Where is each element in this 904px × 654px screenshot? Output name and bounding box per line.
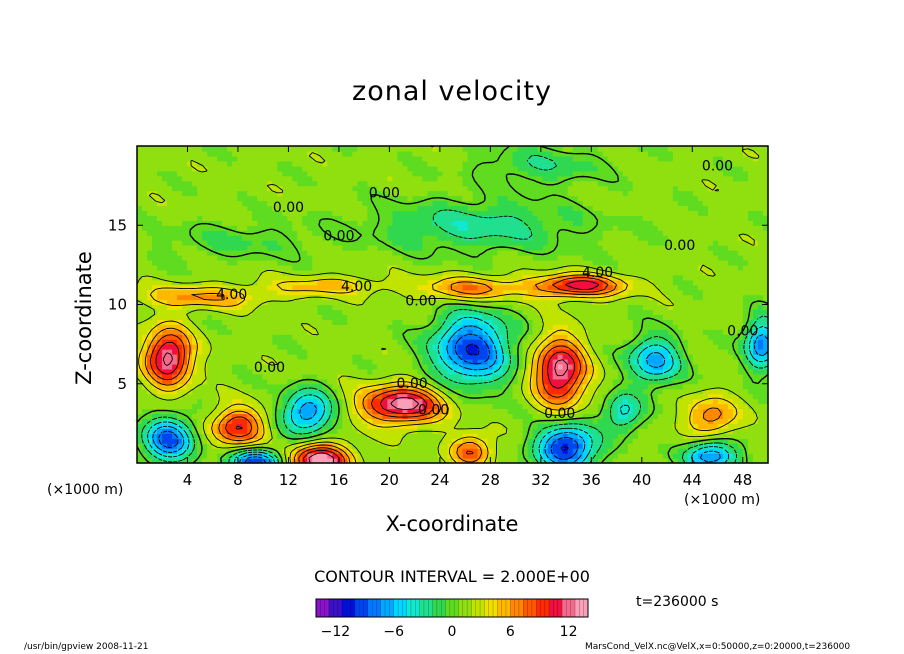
x-tick-label: 16 — [329, 471, 348, 489]
colorbar-swatch — [328, 599, 343, 617]
contour-interval-label: CONTOUR INTERVAL = 2.000E+00 — [314, 567, 590, 586]
contour-label: 0.00 — [544, 406, 575, 422]
contour-label: 0.00 — [254, 360, 285, 376]
contour-label: 0.00 — [727, 323, 758, 339]
colorbar-swatch — [354, 599, 369, 617]
contour-label: 0.00 — [418, 403, 449, 419]
colorbar-swatch — [575, 599, 589, 617]
colorbar-swatch — [536, 599, 550, 617]
contour-label: 4.00 — [216, 287, 247, 303]
colorbar-swatch — [458, 599, 472, 617]
x-unit-label-right: (×1000 m) — [684, 492, 761, 508]
x-tick-label: 48 — [733, 471, 752, 489]
contour-label: 0.00 — [323, 228, 354, 244]
x-axis-label: X-coordinate — [385, 512, 519, 536]
footer-right: MarsCond_VelX.nc@VelX,x=0:50000,z=0:2000… — [585, 642, 851, 652]
contour-level — [162, 352, 569, 464]
contour-level — [136, 145, 769, 464]
colorbar-swatch — [393, 599, 407, 617]
colorbar-swatch — [497, 599, 511, 617]
contour-labels: 0.00 0.00 0.00 0.00 0.00 4.00 4.00 4.00 0.00 0.00… — [216, 159, 758, 422]
colorbar-swatch — [523, 599, 537, 617]
colorbar-tick-label: −12 — [321, 624, 351, 640]
colorbar-tick-label: 0 — [448, 624, 457, 640]
x-tick-label: 32 — [531, 471, 550, 489]
colorbar-swatch — [562, 599, 576, 617]
contour-label: 0.00 — [273, 200, 304, 216]
contour-level — [158, 333, 579, 464]
x-tick-label: 20 — [380, 471, 399, 489]
contour-lines — [136, 145, 769, 464]
colorbar-swatch — [471, 599, 485, 617]
time-label: t=236000 s — [636, 594, 719, 610]
y-axis-label: Z-coordinate — [72, 251, 96, 385]
footer-left: /usr/bin/gpview 2008-11-21 — [24, 642, 149, 652]
colorbar-swatch — [484, 599, 498, 617]
colorbar-frame — [315, 598, 589, 618]
contour-level — [155, 280, 600, 464]
x-tick-label: 4 — [183, 471, 193, 489]
x-ticks: 4 8 12 16 20 24 28 32 36 40 44 48 — [183, 146, 752, 489]
colorbar-swatch — [549, 599, 563, 617]
contour-level — [141, 155, 769, 464]
colorbar-swatch — [419, 599, 433, 617]
y-tick-label: 15 — [108, 216, 127, 234]
colorbar-swatch — [432, 599, 446, 617]
x-tick-label: 24 — [430, 471, 449, 489]
colorbar-swatch — [510, 599, 524, 617]
x-tick-label: 12 — [279, 471, 298, 489]
contour-label: 0.00 — [405, 293, 436, 309]
contour-level — [136, 145, 760, 464]
colorbar-swatch — [367, 599, 382, 617]
contour-label: 4.00 — [341, 279, 372, 295]
colorbar-tick-label: 6 — [506, 624, 515, 640]
contour-level — [138, 270, 738, 464]
colorbar: −12 −6 0 6 12 — [315, 598, 589, 640]
x-tick-label: 40 — [632, 471, 651, 489]
x-tick-label: 44 — [683, 471, 702, 489]
contour-label: 0.00 — [397, 376, 428, 392]
x-tick-label: 8 — [233, 471, 243, 489]
contour-level — [144, 274, 722, 464]
x-unit-label: (×1000 m) — [47, 482, 124, 498]
colorbar-swatch — [341, 599, 356, 617]
x-tick-label: 36 — [582, 471, 601, 489]
colorbar-tick-label: 12 — [560, 624, 578, 640]
y-tick-label: 5 — [117, 375, 127, 393]
y-ticks: 5 10 15 — [108, 216, 768, 393]
contour-label: 4.00 — [582, 265, 613, 281]
contour-level — [147, 316, 769, 464]
contour-label: 0.00 — [702, 159, 733, 175]
y-tick-label: 10 — [108, 296, 127, 314]
x-tick-label: 28 — [481, 471, 500, 489]
contour-label: 0.00 — [369, 186, 400, 202]
colorbar-swatch — [316, 599, 330, 617]
contour-level — [150, 277, 609, 464]
colorbar-swatch — [380, 599, 395, 617]
colorbar-swatch — [406, 599, 420, 617]
chart-title: zonal velocity — [352, 76, 552, 107]
contour-label: 0.00 — [664, 238, 695, 254]
colorbar-swatch — [445, 599, 459, 617]
colorbar-tick-label: −6 — [383, 624, 404, 640]
